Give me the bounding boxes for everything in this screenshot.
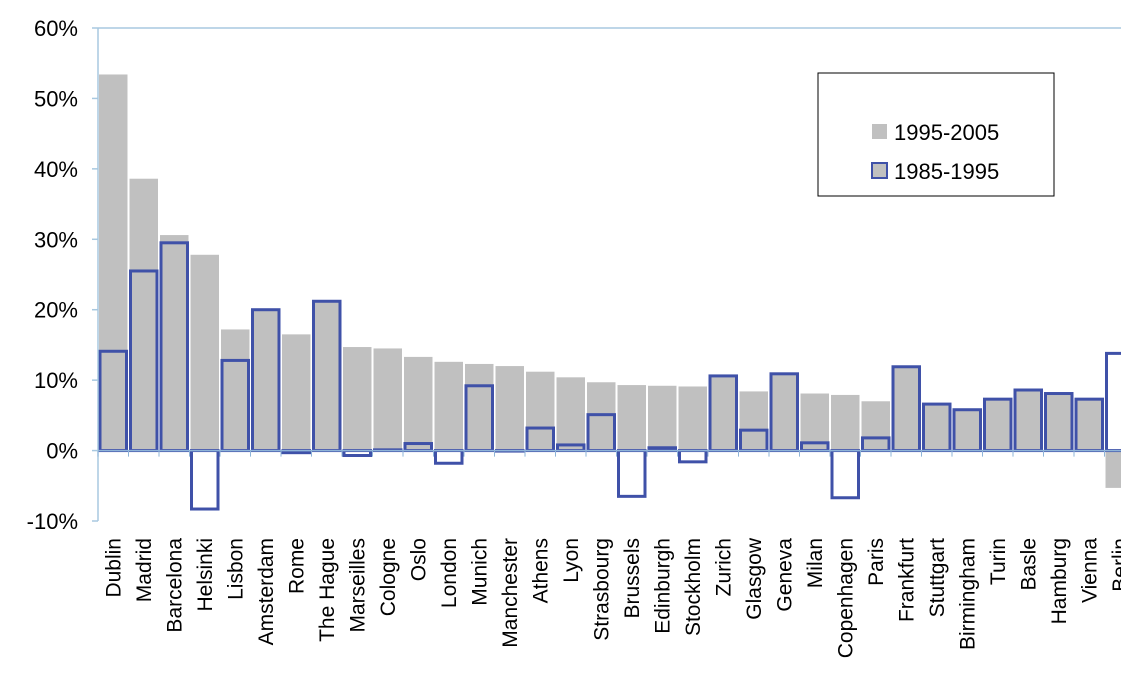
legend-label-1985-1995: 1985-1995 — [894, 159, 999, 184]
bar-1995-2005-munich — [465, 363, 494, 451]
x-tick-label-basle: Basle — [1017, 538, 1040, 591]
x-tick-label-copenhagen: Copenhagen — [834, 538, 857, 658]
bar-1985-1995-brussels — [617, 449, 647, 498]
bar-1995-2005-copenhagen — [831, 394, 860, 451]
bar-1995-2005-milan — [800, 393, 829, 451]
bar-1995-2005-madrid — [129, 178, 158, 451]
axes — [97, 27, 1121, 521]
legend-box — [817, 72, 1055, 197]
bar-1995-2005-athens — [526, 371, 555, 451]
x-tick-label-glasgow: Glasgow — [743, 537, 766, 620]
bar-1995-2005-birmingham — [953, 409, 982, 451]
x-tick-label-stuttgart: Stuttgart — [926, 538, 949, 618]
x-tick-label-barcelona: Barcelona — [163, 538, 186, 633]
legend: 1995-2005 1985-1995 — [817, 72, 1055, 197]
x-tick-label-paris: Paris — [865, 538, 888, 586]
x-tick-label-milan: Milan — [804, 538, 827, 588]
bar-1995-2005-paris — [861, 401, 890, 451]
x-tick-label-helsinki: Helsinki — [194, 538, 217, 612]
bar-1995-2005-dublin — [99, 74, 128, 451]
bar-1995-2005-brussels — [617, 385, 646, 451]
bar-1995-2005-berlin — [1105, 450, 1121, 488]
bar-1995-2005-geneva — [770, 373, 799, 451]
bar-1995-2005-stockholm — [678, 386, 707, 451]
legend-swatch-1995-2005 — [872, 124, 887, 139]
x-tick-label-turin: Turin — [987, 538, 1010, 585]
x-tick-label-berlin: Berlin — [1109, 538, 1121, 592]
bar-1995-2005-amsterdam — [251, 309, 280, 451]
x-tick-label-hamburg: Hamburg — [1048, 538, 1071, 624]
bar-1995-2005-helsinki — [190, 254, 219, 451]
bar-1995-2005-barcelona — [160, 235, 189, 451]
bar-1995-2005-stuttgart — [922, 404, 951, 451]
bar-1985-1995-berlin — [1105, 351, 1121, 453]
x-tick-label-munich: Munich — [468, 538, 491, 606]
y-tick-label: 50% — [34, 86, 78, 111]
x-tick-label-dublin: Dublin — [102, 538, 125, 598]
series-1995-2005-bars — [99, 74, 1121, 488]
x-tick-label-zurich: Zurich — [712, 538, 735, 596]
bar-1995-2005-vienna — [1075, 399, 1104, 451]
x-tick-label-rome: Rome — [285, 538, 308, 594]
x-tick-label-amsterdam: Amsterdam — [255, 538, 278, 645]
y-tick-label: 40% — [34, 157, 78, 182]
y-axis-ticks: 60% 50% 40% 30% 20% 10% 0% -10% — [27, 16, 98, 534]
bar-1995-2005-hamburg — [1044, 393, 1073, 451]
bar-1995-2005-oslo — [404, 356, 433, 451]
bar-1995-2005-london — [434, 361, 463, 451]
x-tick-label-oslo: Oslo — [407, 538, 430, 581]
x-tick-label-edinburgh: Edinburgh — [651, 538, 674, 634]
bar-1995-2005-turin — [983, 399, 1012, 451]
x-tick-label-birmingham: Birmingham — [956, 538, 979, 650]
series-1985-1995-bars — [98, 241, 1121, 511]
x-tick-label-marseilles: Marseilles — [346, 538, 369, 633]
x-tick-label-geneva: Geneva — [773, 538, 796, 612]
bar-1985-1995-london — [434, 449, 464, 465]
x-tick-label-stockholm: Stockholm — [682, 538, 705, 636]
legend-swatch-1985-1995 — [871, 162, 888, 179]
bar-1995-2005-strasbourg — [587, 382, 616, 451]
bar-1995-2005-lyon — [556, 377, 585, 451]
bar-1995-2005-frankfurt — [892, 366, 921, 451]
bar-1985-1995-stockholm — [678, 449, 708, 464]
bar-1985-1995-copenhagen — [830, 449, 860, 500]
y-tick-label: 0% — [46, 439, 78, 464]
x-tick-label-manchester: Manchester — [499, 538, 522, 648]
x-tick-label-frankfurt: Frankfurt — [895, 538, 918, 622]
x-tick-label-cologne: Cologne — [377, 538, 400, 616]
y-tick-label: 10% — [34, 368, 78, 393]
y-tick-label: -10% — [27, 509, 78, 534]
bar-1995-2005-manchester — [495, 366, 524, 451]
x-tick-label-madrid: Madrid — [133, 538, 156, 602]
bar-1995-2005-basle — [1014, 390, 1043, 451]
x-tick-label-lyon: Lyon — [560, 538, 583, 583]
x-tick-label-lisbon: Lisbon — [224, 538, 247, 600]
x-tick-label-london: London — [438, 538, 461, 608]
y-tick-label: 20% — [34, 298, 78, 323]
bar-1995-2005-zurich — [709, 375, 738, 451]
x-tick-label-vienna: Vienna — [1078, 538, 1101, 603]
x-tick-label-the-hague: The Hague — [316, 538, 339, 642]
bar-1995-2005-cologne — [373, 348, 402, 451]
bar-1995-2005-edinburgh — [648, 385, 677, 451]
x-tick-label-brussels: Brussels — [621, 538, 644, 619]
bar-1995-2005-marseilles — [343, 347, 372, 451]
bar-1995-2005-lisbon — [221, 329, 250, 451]
x-tick-label-strasbourg: Strasbourg — [590, 538, 613, 641]
y-tick-label: 60% — [34, 16, 78, 41]
bar-1995-2005-glasgow — [739, 391, 768, 451]
y-tick-label: 30% — [34, 227, 78, 252]
x-axis-labels: Dublin Madrid Barcelona Helsinki Lisbon Amste… — [102, 537, 1121, 658]
bar-1985-1995-helsinki — [190, 449, 220, 511]
bar-1995-2005-the-hague — [312, 301, 341, 451]
bar-1995-2005-rome — [282, 334, 311, 451]
legend-label-1995-2005: 1995-2005 — [894, 120, 999, 145]
x-tick-label-athens: Athens — [529, 538, 552, 603]
